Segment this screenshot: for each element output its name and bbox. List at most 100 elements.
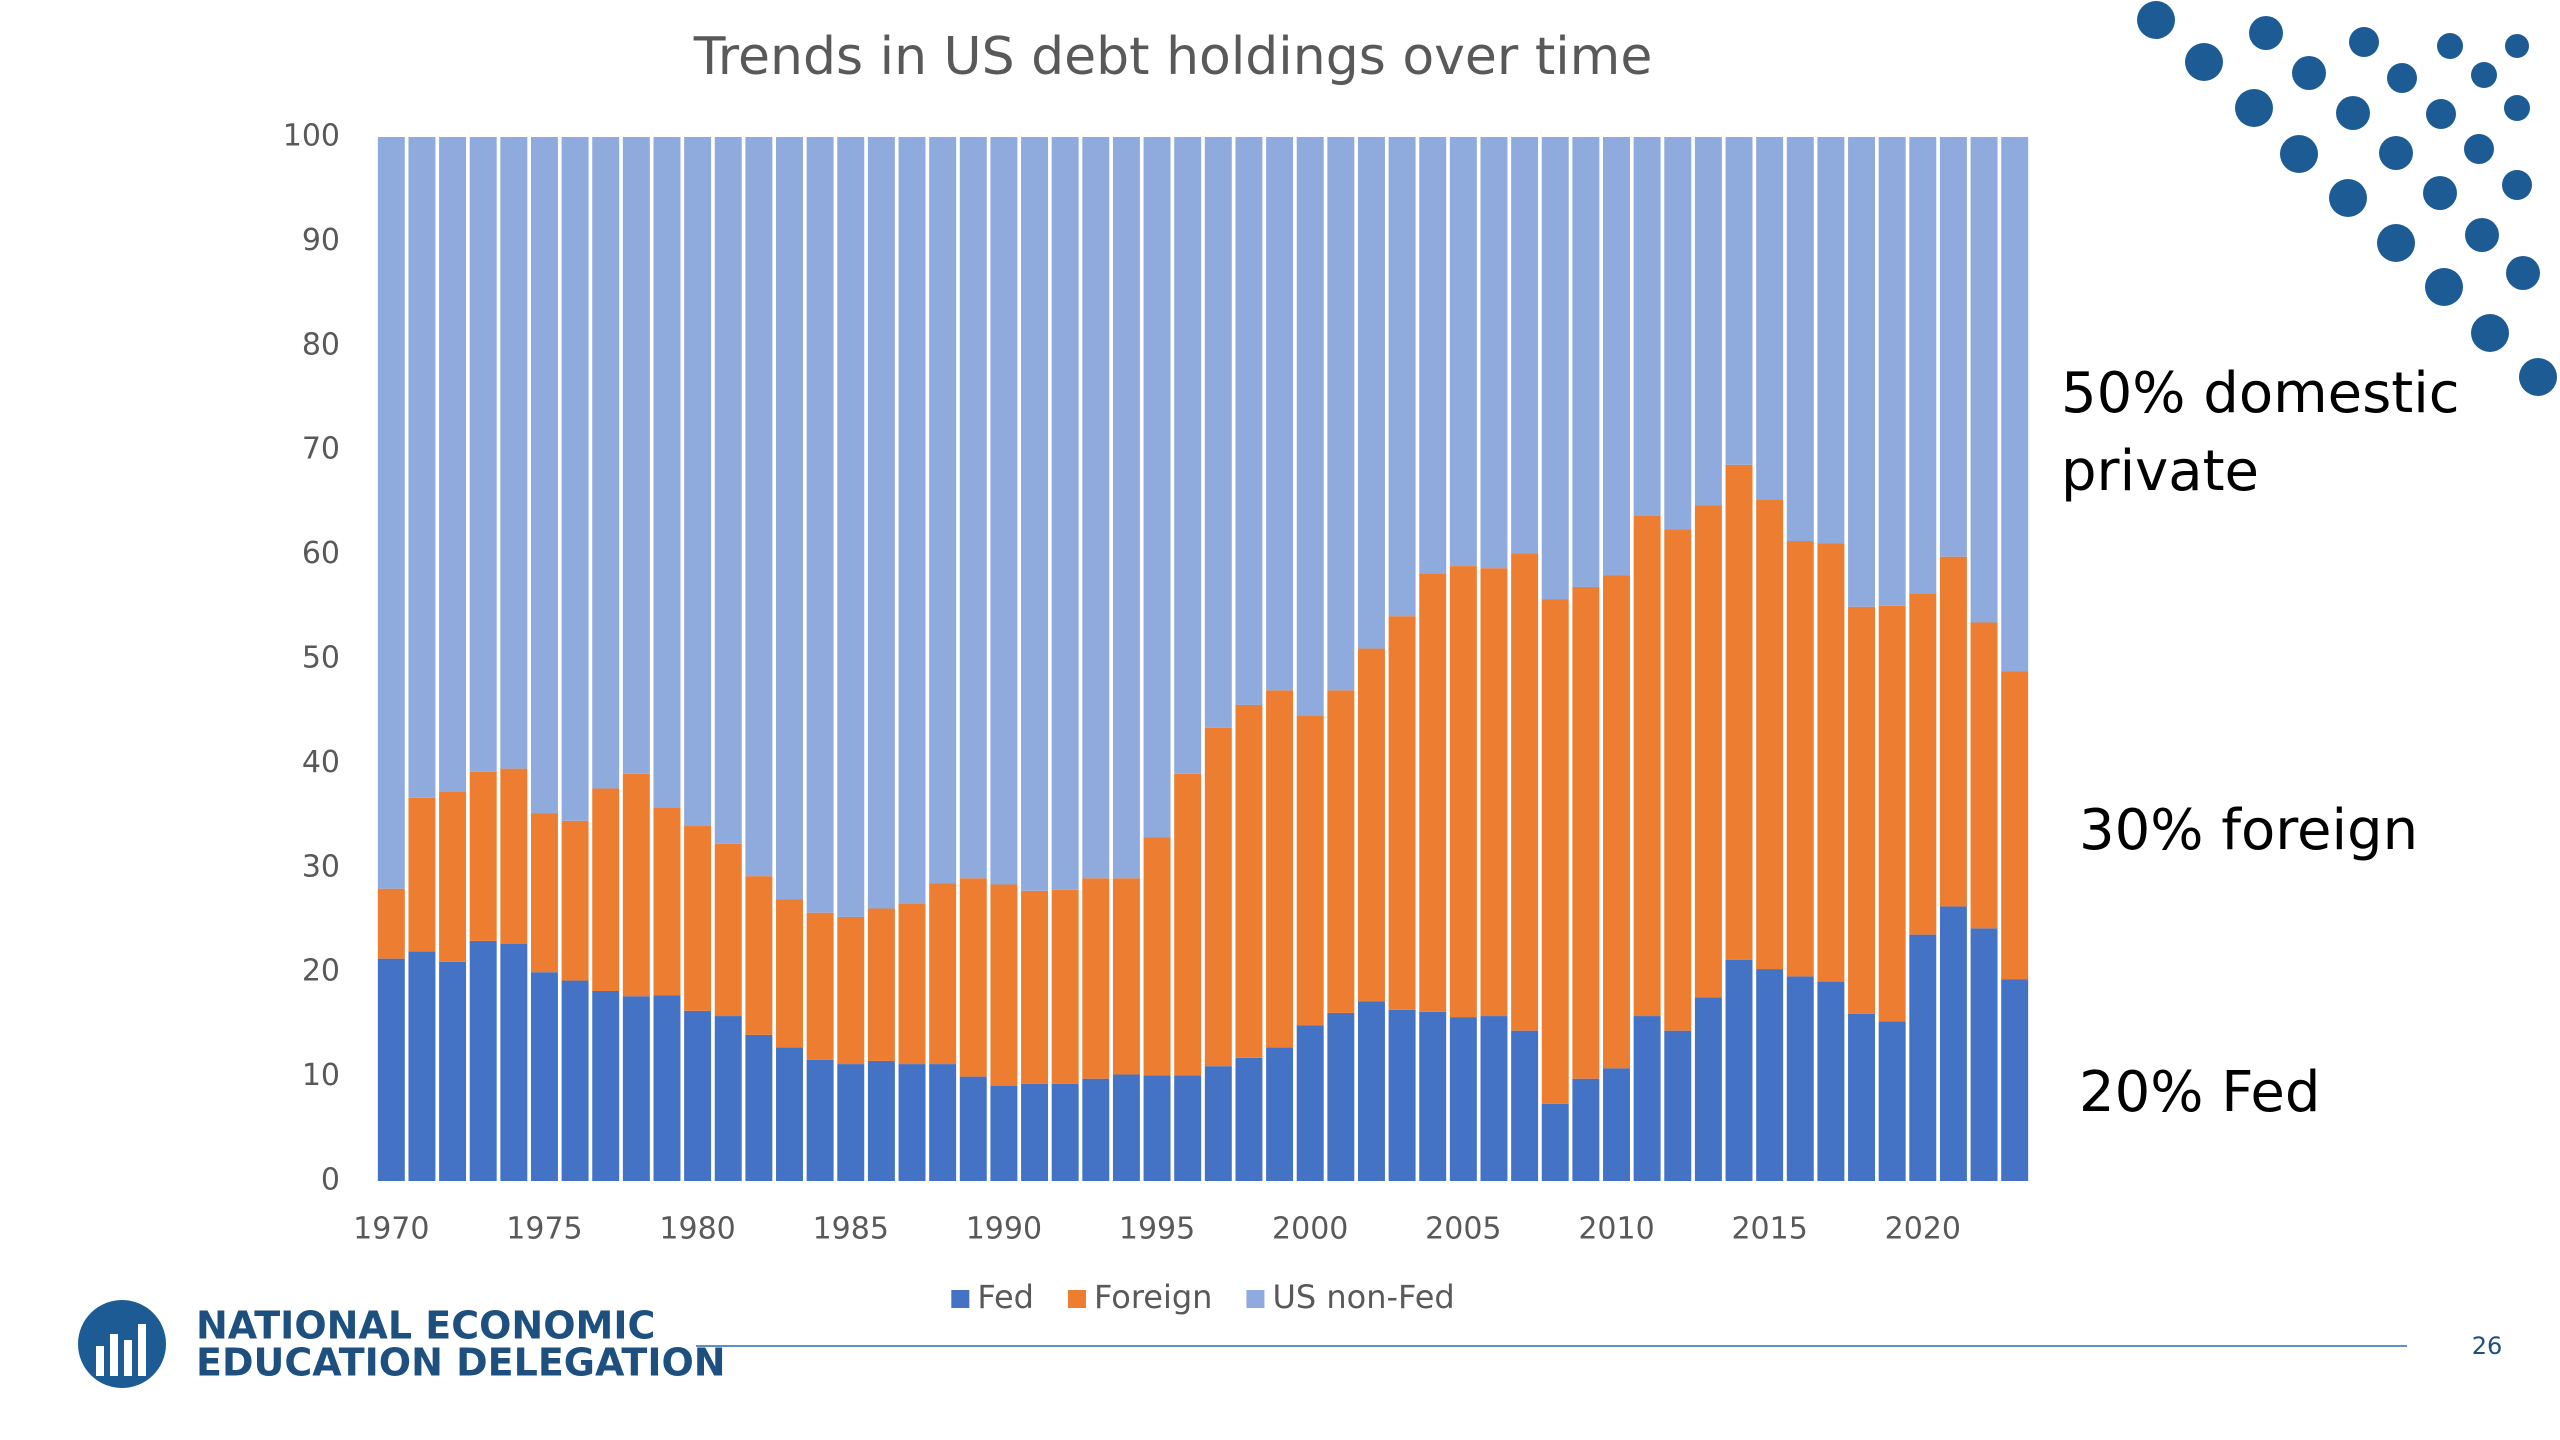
bar-segment xyxy=(1756,499,1784,970)
bar-segment xyxy=(1327,690,1355,1013)
bar-segment xyxy=(1786,137,1814,542)
bar-segment xyxy=(1051,889,1079,1084)
bar-segment xyxy=(1970,622,1998,929)
bar-segment xyxy=(959,137,987,879)
annotation: private xyxy=(2061,439,2259,504)
bar-segment xyxy=(1296,137,1324,716)
bar-segment xyxy=(684,826,712,1011)
bar-segment xyxy=(469,940,497,1181)
bar-segment xyxy=(1939,556,1967,907)
bar-segment xyxy=(1511,553,1539,1031)
y-tick-label: 0 xyxy=(321,1163,340,1198)
bar-segment xyxy=(1756,137,1784,500)
bar-segment xyxy=(745,137,773,877)
bar-segment xyxy=(622,137,650,774)
bar-segment xyxy=(377,888,405,959)
bar-segment xyxy=(1572,137,1600,587)
bar-segment xyxy=(1725,137,1753,465)
bar-segment xyxy=(1878,605,1906,1022)
bar-segment xyxy=(1817,543,1845,982)
bar-segment xyxy=(959,878,987,1077)
bar-segment xyxy=(1174,773,1202,1076)
bar-segment xyxy=(1511,1030,1539,1181)
bar-segment xyxy=(1541,137,1569,600)
bar-segment xyxy=(837,916,865,1065)
bar-segment xyxy=(990,137,1018,885)
bar-segment xyxy=(1388,137,1416,617)
x-tick-label: 2015 xyxy=(1731,1212,1807,1247)
bar-segment xyxy=(1511,137,1539,554)
bar-segment xyxy=(1603,1068,1630,1181)
bar-segment xyxy=(1357,137,1385,649)
bar-segment xyxy=(1786,976,1814,1181)
bar-segment xyxy=(1021,137,1049,891)
bar-segment xyxy=(1541,1103,1569,1181)
bar-segment xyxy=(1021,890,1049,1084)
x-tick-label: 1985 xyxy=(813,1212,889,1247)
bar-segment xyxy=(1878,137,1906,606)
bar-segment xyxy=(1480,568,1508,1017)
bar-segment xyxy=(469,137,497,772)
x-tick-label: 2000 xyxy=(1272,1212,1348,1247)
bar-segment xyxy=(530,137,558,814)
y-tick-label: 80 xyxy=(302,327,340,362)
bar-segment xyxy=(1235,704,1263,1058)
bar-segment xyxy=(929,137,957,884)
bar-segment xyxy=(592,990,620,1181)
bar-segment xyxy=(2001,671,2029,980)
bar-segment xyxy=(837,1064,865,1181)
y-tick-label: 50 xyxy=(302,641,340,676)
bar-segment xyxy=(377,137,405,889)
bar-segment xyxy=(1174,1075,1202,1181)
bar-segment xyxy=(1664,529,1692,1031)
bar-segment xyxy=(1449,1017,1477,1181)
bar-segment xyxy=(561,137,589,821)
bar-segment xyxy=(1480,137,1508,569)
bar-segment xyxy=(714,843,742,1017)
bar-segment xyxy=(2001,137,2029,672)
bar-segment xyxy=(1235,1057,1263,1181)
bar-segment xyxy=(1266,137,1294,691)
bar-segment xyxy=(990,1085,1018,1181)
bar-segment xyxy=(439,961,467,1181)
bar-segment xyxy=(1694,505,1722,998)
bar-segment xyxy=(408,797,436,952)
bar-segment xyxy=(1603,137,1630,576)
bar-segment xyxy=(1786,541,1814,977)
bar-segment xyxy=(1174,137,1202,774)
bar-segment xyxy=(1725,959,1753,1181)
y-tick-label: 60 xyxy=(302,536,340,571)
bar-segment xyxy=(1082,1078,1110,1181)
y-tick-label: 100 xyxy=(283,119,340,154)
bar-segment xyxy=(1112,1074,1140,1181)
bar-segment xyxy=(653,995,681,1181)
bar-segment xyxy=(1664,137,1692,530)
bar-segment xyxy=(806,912,834,1060)
bar-segment xyxy=(1082,878,1110,1079)
bar-segment xyxy=(806,1059,834,1181)
bar-segment xyxy=(530,813,558,973)
bar-segment xyxy=(1388,1009,1416,1181)
bar-segment xyxy=(1051,137,1079,890)
bar-segment xyxy=(1449,566,1477,1018)
x-tick-label: 1980 xyxy=(659,1212,735,1247)
x-tick-label: 1975 xyxy=(506,1212,582,1247)
bar-segment xyxy=(408,137,436,798)
bar-segment xyxy=(1970,928,1998,1181)
bar-segment xyxy=(1725,464,1753,960)
x-tick-label: 2010 xyxy=(1578,1212,1654,1247)
bar-segment xyxy=(1419,573,1447,1012)
bar-segment xyxy=(500,137,528,769)
bar-segment xyxy=(1541,599,1569,1104)
bar-segment xyxy=(1572,1078,1600,1181)
bar-segment xyxy=(1112,878,1140,1075)
bar-segment xyxy=(714,1016,742,1181)
bar-segment xyxy=(1633,515,1661,1017)
legend-label: Foreign xyxy=(1094,1278,1212,1316)
bar-segment xyxy=(1204,1066,1232,1181)
bar-segment xyxy=(1143,837,1171,1076)
annotation: 20% Fed xyxy=(2079,1060,2320,1125)
bar-segment xyxy=(1021,1083,1049,1181)
bar-segment xyxy=(1848,137,1876,607)
